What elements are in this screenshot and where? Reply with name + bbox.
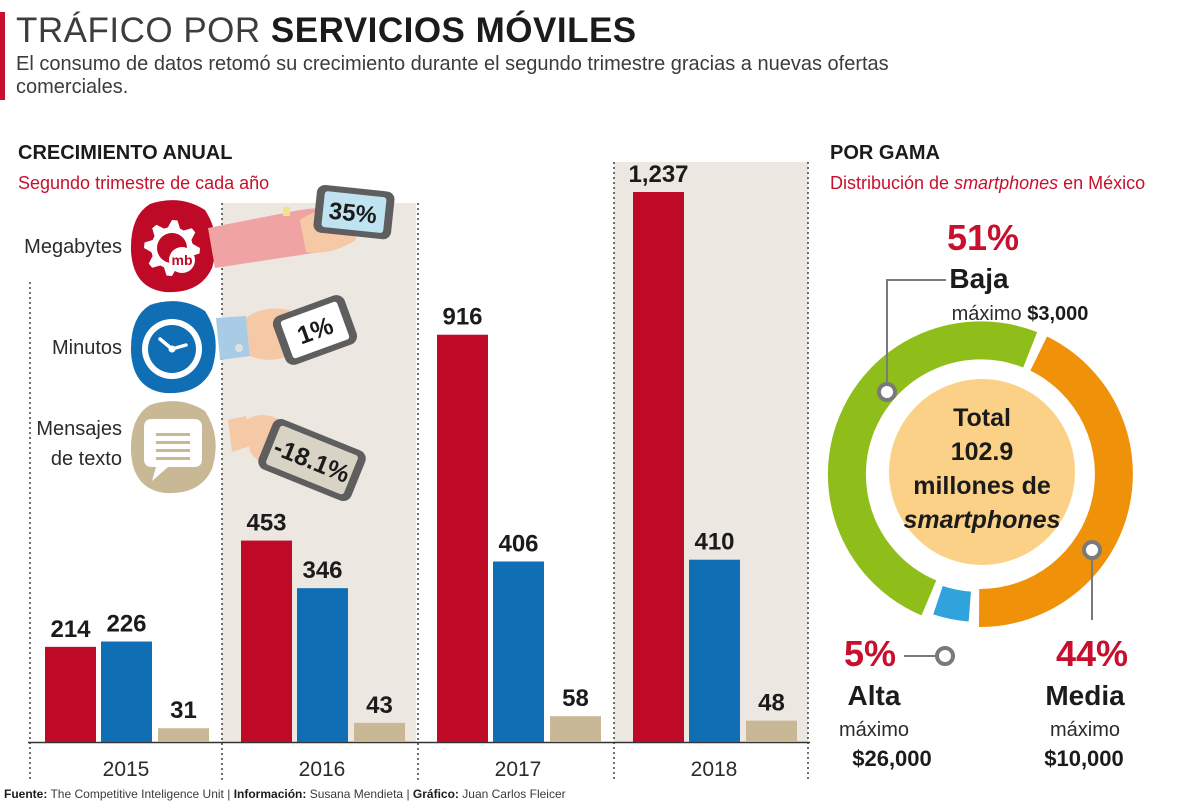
bar-megabytes-2016 bbox=[241, 540, 292, 742]
donut-chart: Total 102.9 millones de smartphones 51% Baja m… bbox=[827, 217, 1133, 771]
phone-hand-2: -18.1% bbox=[228, 415, 366, 502]
chat-line bbox=[156, 457, 190, 460]
bar-mensajes-de-texto-2017 bbox=[550, 716, 601, 742]
title-bold: SERVICIOS MÓVILES bbox=[270, 11, 637, 50]
bar-value-label: 346 bbox=[302, 557, 342, 584]
bar-value-label: 214 bbox=[50, 616, 91, 643]
phone-icon: -18.1% bbox=[258, 418, 366, 502]
bar-value-label: 58 bbox=[562, 685, 589, 712]
bar-megabytes-2018 bbox=[633, 192, 684, 742]
center-text: millones de bbox=[913, 472, 1051, 500]
bar-value-label: 410 bbox=[694, 529, 734, 556]
bar-value-label: 226 bbox=[106, 611, 146, 638]
name-label-media: Media bbox=[1045, 680, 1125, 711]
bar-value-label: 31 bbox=[170, 697, 197, 724]
wrist bbox=[228, 416, 250, 452]
bar-value-label: 406 bbox=[498, 530, 538, 557]
bar-minutos-2018 bbox=[689, 559, 740, 742]
x-tick-label: 2015 bbox=[103, 758, 150, 781]
center-text: 102.9 bbox=[951, 438, 1014, 466]
donut-slice-baja bbox=[827, 321, 1038, 616]
cufflink bbox=[235, 344, 243, 352]
donut-center bbox=[889, 379, 1075, 565]
bar-minutos-2017 bbox=[493, 561, 544, 742]
bar-mensajes-de-texto-2018 bbox=[746, 720, 797, 742]
name-label-baja: Baja bbox=[949, 263, 1009, 294]
phone-screen bbox=[321, 191, 387, 233]
bar-chart-title: CRECIMIENTO ANUAL bbox=[18, 142, 233, 164]
legend-label: Minutos bbox=[52, 337, 122, 359]
footer-credits: Fuente: The Competitive Inteligence Unit… bbox=[4, 787, 566, 801]
x-tick-label: 2017 bbox=[495, 758, 542, 781]
clock-icon bbox=[142, 319, 202, 379]
price-caption-media: máximo bbox=[1050, 719, 1120, 741]
donut-chart-subtitle: Distribución de smartphones en México bbox=[830, 173, 1146, 193]
bar-megabytes-2017 bbox=[437, 334, 488, 742]
price-media: $10,000 bbox=[1044, 746, 1124, 771]
bar-value-label: 1,237 bbox=[628, 161, 688, 188]
leader-dot bbox=[1082, 540, 1102, 560]
donut-slice-alta bbox=[933, 585, 972, 622]
bar-mensajes-de-texto-2016 bbox=[354, 722, 405, 742]
bar-minutos-2015 bbox=[101, 641, 152, 742]
legend-label: Mensajes bbox=[36, 418, 122, 440]
clock-pin bbox=[168, 345, 176, 353]
bar-chart-subtitle: Segundo trimestre de cada año bbox=[18, 173, 270, 193]
bar-chart: 214 226 31 2015 453 346 43 2016 916 406 58 2017 1,23… bbox=[24, 161, 810, 781]
chat-lines-icon bbox=[144, 419, 202, 481]
phone-icon: 1% bbox=[272, 295, 358, 365]
pct-label-media: 44% bbox=[1056, 633, 1128, 674]
chat-line bbox=[156, 449, 190, 452]
name-label-alta: Alta bbox=[848, 680, 901, 711]
bar-minutos-2016 bbox=[297, 588, 348, 742]
center-text: Total bbox=[953, 404, 1011, 432]
gear-mb-icon: mb bbox=[144, 220, 200, 276]
pct-label-alta: 5% bbox=[844, 633, 896, 674]
accent-bar bbox=[0, 12, 5, 100]
leader-dot bbox=[877, 382, 897, 402]
x-tick-label: 2016 bbox=[299, 758, 346, 781]
phone-hand-0: 35% bbox=[208, 184, 395, 268]
chat-line bbox=[156, 441, 190, 444]
price-label-baja: máximo $3,000 bbox=[952, 303, 1089, 325]
bar-mensajes-de-texto-2015 bbox=[158, 728, 209, 742]
price-alta: $26,000 bbox=[852, 746, 932, 771]
change-label: 35% bbox=[328, 198, 379, 230]
legend-label: Megabytes bbox=[24, 236, 122, 258]
phone-icon: 35% bbox=[313, 184, 395, 240]
cufflink bbox=[283, 207, 290, 216]
page-title: TRÁFICO POR SERVICIOS MÓVILES bbox=[16, 10, 637, 52]
chat-line bbox=[156, 433, 190, 436]
bar-megabytes-2015 bbox=[45, 646, 96, 742]
mb-badge bbox=[169, 247, 195, 273]
phone-screen bbox=[280, 301, 350, 359]
phone-hand-1: 1% bbox=[216, 295, 358, 365]
pct-label-baja: 51% bbox=[947, 217, 1019, 258]
sleeve bbox=[216, 316, 250, 360]
title-light: TRÁFICO POR bbox=[16, 11, 261, 50]
legend-label: de texto bbox=[51, 448, 122, 470]
phone-screen bbox=[266, 425, 358, 495]
price-caption-alta: máximo bbox=[839, 719, 909, 741]
bar-value-label: 916 bbox=[442, 304, 482, 331]
leader-line-baja bbox=[886, 279, 946, 392]
x-tick-label: 2018 bbox=[691, 758, 738, 781]
bar-value-label: 43 bbox=[366, 692, 393, 719]
leader-dot bbox=[935, 646, 955, 666]
bar-value-label: 453 bbox=[246, 510, 286, 537]
mb-text: mb bbox=[172, 252, 193, 268]
donut-chart-title: POR GAMA bbox=[830, 142, 940, 164]
bar-value-label: 48 bbox=[758, 690, 785, 717]
center-text-em: smartphones bbox=[904, 506, 1061, 534]
page-subtitle: El consumo de datos retomó su crecimient… bbox=[16, 53, 889, 98]
donut-slice-media bbox=[978, 336, 1133, 628]
